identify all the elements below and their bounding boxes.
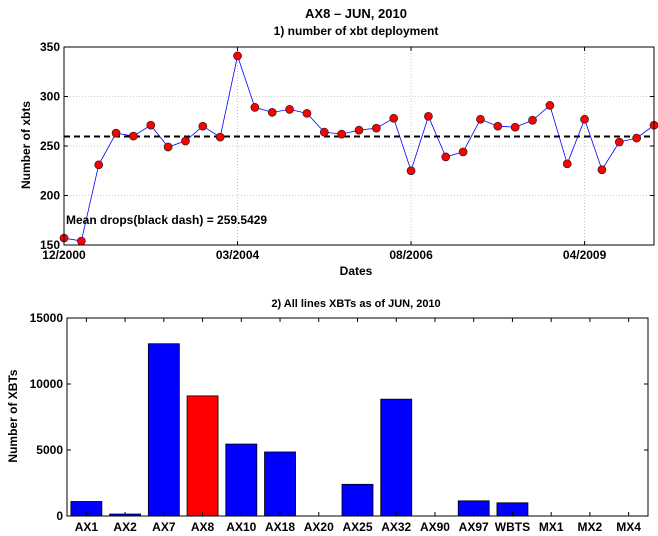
plot2-frame [66, 317, 649, 517]
data-point [545, 101, 555, 110]
category-label: AX2 [113, 520, 137, 534]
data-point [528, 115, 537, 125]
category-label: AX10 [226, 520, 256, 534]
chart2-title: 2) All lines XBTs as of JUN, 2010 [271, 298, 440, 310]
data-point [406, 166, 416, 176]
category-label: AX18 [265, 520, 295, 534]
data-point [441, 152, 451, 162]
data-point [77, 236, 86, 246]
line-chart-plot: 150 200 250 300 350 12/2000 03/2004 08/2006 04/2… [40, 40, 658, 262]
data-point [285, 105, 294, 114]
data-point [476, 114, 485, 124]
data-point [510, 122, 520, 132]
data-point [111, 128, 121, 138]
category-label: AX1 [75, 520, 99, 534]
data-point [233, 51, 242, 61]
y-tick-label: 15000 [30, 311, 64, 325]
category-label: AX32 [381, 520, 411, 534]
category-label: AX97 [459, 520, 489, 534]
category-label: AX7 [152, 520, 176, 534]
category-label: AX25 [342, 520, 372, 534]
category-label: MX1 [539, 520, 564, 534]
category-label: AX20 [304, 520, 334, 534]
bar [225, 443, 258, 517]
data-point [302, 108, 312, 118]
bar [264, 451, 296, 517]
y-tick-label: 0 [56, 509, 63, 523]
x-tick-label: 03/2004 [216, 248, 260, 262]
chart1-xlabel: Dates [340, 264, 373, 278]
data-point [424, 111, 433, 121]
data-point [458, 147, 468, 157]
chart1-ylabel: Number of xbts [19, 101, 33, 189]
mean-annotation: Mean drops(black dash) = 259.5429 [66, 213, 267, 227]
category-label: MX4 [616, 520, 641, 534]
bar [341, 483, 374, 517]
y-tick-label: 200 [40, 189, 60, 203]
data-point [319, 127, 329, 137]
category-label: MX2 [578, 520, 603, 534]
data-point [129, 131, 138, 141]
data-point [337, 129, 346, 139]
data-point [94, 160, 104, 170]
data-point [215, 132, 225, 142]
bar-chart-plot: AX1 AX2 AX7 AX8 AX10 AX18 AX20 AX25 AX32 AX90 AX97… [30, 311, 649, 534]
category-label: WBTS [495, 520, 530, 534]
bar [147, 343, 180, 517]
y-tick-label: 5000 [36, 443, 63, 457]
data-point [372, 123, 381, 133]
data-point [250, 103, 260, 112]
chart2-ylabel: Number of XBTs [6, 369, 20, 462]
data-point [614, 137, 624, 147]
data-point [597, 165, 607, 175]
data-point [493, 121, 503, 131]
data-point [632, 133, 641, 143]
category-label: AX8 [191, 520, 215, 534]
x-tick-label: 12/2000 [42, 248, 86, 262]
x-tick-label: 04/2009 [563, 248, 607, 262]
data-point [267, 107, 277, 117]
data-point [181, 136, 190, 146]
data-point [198, 121, 208, 131]
data-point [146, 120, 156, 130]
data-point [389, 113, 399, 123]
x-tick-label: 08/2006 [389, 248, 433, 262]
y-tick-label: 350 [40, 40, 60, 54]
data-point [354, 125, 364, 135]
chart1-title: 1) number of xbt deployment [274, 24, 439, 38]
y-tick-label: 300 [40, 90, 60, 104]
data-point [580, 114, 589, 124]
bar [186, 395, 219, 517]
chart1-suptitle: AX8 – JUN, 2010 [305, 6, 407, 21]
bar [380, 398, 413, 517]
data-point [562, 159, 572, 169]
data-point [163, 142, 173, 152]
category-label: AX90 [420, 520, 450, 534]
y-tick-label: 250 [40, 139, 60, 153]
y-tick-label: 10000 [30, 377, 64, 391]
y-tick-label: 150 [40, 238, 60, 252]
